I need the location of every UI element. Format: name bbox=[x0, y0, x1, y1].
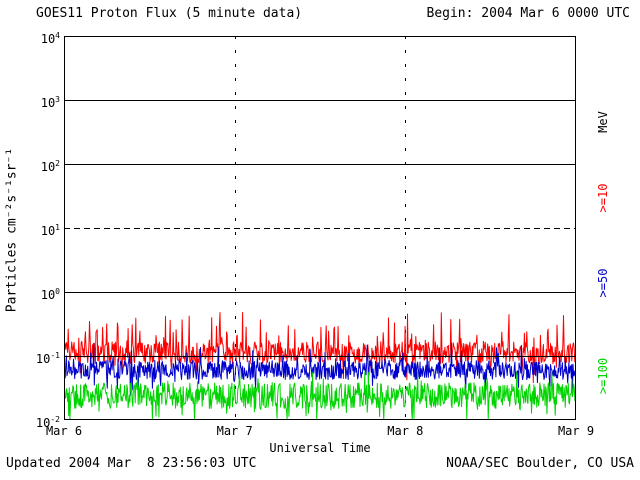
series-label-ge50: >=50 bbox=[596, 268, 610, 298]
series-label-ge100: >=100 bbox=[596, 357, 610, 395]
credit-label: NOAA/SEC Boulder, CO USA bbox=[446, 456, 634, 471]
x-tick-label: Mar 6 bbox=[45, 424, 83, 438]
series-line-2 bbox=[64, 371, 576, 420]
x-axis-label: Universal Time bbox=[269, 441, 371, 455]
y-tick-label: 104 bbox=[40, 31, 60, 46]
begin-timestamp: Begin: 2004 Mar 6 0000 UTC bbox=[426, 6, 631, 21]
series-line-1 bbox=[64, 342, 576, 397]
y-tick-label: 100 bbox=[40, 287, 60, 302]
updated-timestamp: Updated 2004 Mar 8 23:56:03 UTC bbox=[6, 456, 257, 471]
y-tick-label: 101 bbox=[40, 223, 60, 238]
y-tick-label: 10-2 bbox=[35, 415, 60, 430]
plot-area bbox=[64, 36, 576, 420]
plot-frame bbox=[64, 36, 576, 420]
y-tick-label: 103 bbox=[40, 95, 60, 110]
y-tick-label: 10-1 bbox=[35, 351, 60, 366]
x-tick-label: Mar 7 bbox=[216, 424, 253, 438]
x-tick-label: Mar 9 bbox=[557, 424, 595, 438]
y-tick-label: 102 bbox=[40, 159, 60, 174]
x-tick-label: Mar 8 bbox=[387, 424, 424, 438]
y-axis-label: Particles cm⁻²s⁻¹sr⁻¹ bbox=[4, 147, 20, 313]
chart-title: GOES11 Proton Flux (5 minute data) bbox=[36, 6, 303, 21]
right-unit-label: MeV bbox=[596, 111, 610, 133]
series-label-ge10: >=10 bbox=[596, 183, 610, 213]
